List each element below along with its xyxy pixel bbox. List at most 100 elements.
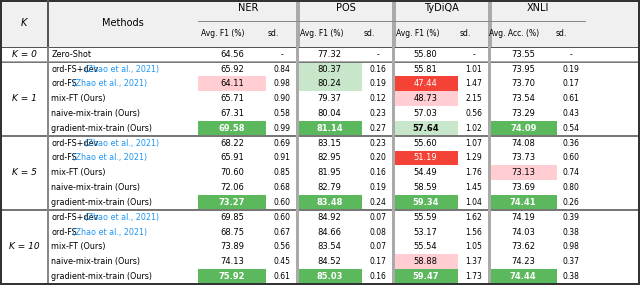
- Text: mix-FT (Ours): mix-FT (Ours): [51, 94, 106, 103]
- Text: 0.39: 0.39: [563, 213, 580, 222]
- Text: 0.17: 0.17: [563, 80, 580, 88]
- Text: 0.84: 0.84: [273, 65, 290, 74]
- Bar: [198, 195, 266, 210]
- Bar: [394, 76, 458, 91]
- Bar: [0, 135, 640, 137]
- Text: sd.: sd.: [267, 29, 278, 38]
- Text: naive-mix-train (Ours): naive-mix-train (Ours): [51, 183, 140, 192]
- Bar: [392, 47, 395, 284]
- Text: 73.13: 73.13: [511, 168, 535, 177]
- Text: 80.24: 80.24: [317, 80, 342, 88]
- Text: K = 10: K = 10: [9, 242, 39, 251]
- Text: 1.29: 1.29: [465, 153, 482, 162]
- Bar: [0, 121, 640, 136]
- Text: K = 1: K = 1: [12, 94, 36, 103]
- Bar: [0, 47, 640, 62]
- Bar: [0, 61, 640, 62]
- Text: 74.19: 74.19: [511, 213, 535, 222]
- Text: 53.17: 53.17: [413, 227, 438, 237]
- Bar: [394, 150, 458, 165]
- Text: 81.14: 81.14: [316, 124, 343, 133]
- Text: 0.99: 0.99: [273, 124, 290, 133]
- Text: 0.16: 0.16: [369, 65, 386, 74]
- Bar: [298, 269, 362, 284]
- Text: 0.07: 0.07: [369, 213, 386, 222]
- Bar: [0, 76, 640, 91]
- Text: 57.03: 57.03: [413, 109, 438, 118]
- Text: 0.74: 0.74: [563, 168, 580, 177]
- Text: ord-FS+dev: ord-FS+dev: [51, 65, 99, 74]
- Bar: [0, 209, 640, 211]
- Text: ord-FS+dev: ord-FS+dev: [51, 139, 99, 148]
- Text: 74.44: 74.44: [510, 272, 536, 281]
- Bar: [298, 121, 362, 136]
- Bar: [0, 61, 640, 62]
- Text: -: -: [280, 50, 283, 59]
- Text: Avg. F1 (%): Avg. F1 (%): [202, 29, 245, 38]
- Text: 0.24: 0.24: [369, 198, 386, 207]
- Text: 1.62: 1.62: [465, 213, 482, 222]
- Text: 73.27: 73.27: [219, 198, 245, 207]
- Text: 0.56: 0.56: [465, 109, 482, 118]
- Text: 0.07: 0.07: [369, 242, 386, 251]
- Bar: [0, 0, 640, 47]
- Text: 81.95: 81.95: [317, 168, 342, 177]
- Text: mix-FT (Ours): mix-FT (Ours): [51, 168, 106, 177]
- Text: 84.66: 84.66: [317, 227, 342, 237]
- Text: 0.54: 0.54: [563, 124, 580, 133]
- Bar: [0, 254, 640, 269]
- Bar: [0, 165, 640, 180]
- Text: 54.49: 54.49: [414, 168, 437, 177]
- Bar: [490, 165, 557, 180]
- Bar: [394, 254, 458, 269]
- Bar: [0, 0, 2, 284]
- Text: 72.06: 72.06: [220, 183, 244, 192]
- Text: 0.08: 0.08: [369, 227, 386, 237]
- Text: 85.03: 85.03: [316, 272, 343, 281]
- Text: naive-mix-train (Ours): naive-mix-train (Ours): [51, 109, 140, 118]
- Text: 59.34: 59.34: [412, 198, 439, 207]
- Text: 0.60: 0.60: [273, 213, 290, 222]
- Bar: [488, 47, 491, 284]
- Text: 73.73: 73.73: [511, 153, 535, 162]
- Text: 75.92: 75.92: [219, 272, 245, 281]
- Text: 1.37: 1.37: [465, 257, 482, 266]
- Text: (Zhao et al., 2021): (Zhao et al., 2021): [70, 80, 147, 88]
- Text: K = 0: K = 0: [12, 50, 36, 59]
- Text: 55.59: 55.59: [414, 213, 437, 222]
- Text: (Zhao et al., 2021): (Zhao et al., 2021): [82, 139, 159, 148]
- Text: -: -: [570, 50, 573, 59]
- Bar: [296, 0, 300, 47]
- Text: 0.85: 0.85: [273, 168, 290, 177]
- Text: 55.80: 55.80: [413, 50, 438, 59]
- Text: 73.29: 73.29: [511, 109, 535, 118]
- Text: 0.45: 0.45: [273, 257, 290, 266]
- Bar: [0, 283, 640, 285]
- Text: K: K: [21, 19, 27, 29]
- Text: 58.59: 58.59: [413, 183, 438, 192]
- Text: 0.60: 0.60: [273, 198, 290, 207]
- Text: 84.52: 84.52: [317, 257, 342, 266]
- Text: 65.92: 65.92: [220, 65, 244, 74]
- Text: 55.81: 55.81: [413, 65, 438, 74]
- Text: 1.02: 1.02: [465, 124, 482, 133]
- Bar: [394, 195, 458, 210]
- Text: 74.13: 74.13: [220, 257, 244, 266]
- Bar: [198, 121, 266, 136]
- Bar: [392, 0, 396, 47]
- Bar: [0, 47, 640, 48]
- Text: sd.: sd.: [460, 29, 471, 38]
- Text: 0.16: 0.16: [369, 168, 386, 177]
- Bar: [394, 269, 458, 284]
- Text: 80.04: 80.04: [317, 109, 342, 118]
- Text: 59.47: 59.47: [412, 272, 439, 281]
- Text: XNLI: XNLI: [527, 3, 548, 13]
- Text: 0.43: 0.43: [563, 109, 580, 118]
- Text: 0.90: 0.90: [273, 94, 290, 103]
- Text: naive-mix-train (Ours): naive-mix-train (Ours): [51, 257, 140, 266]
- Text: 0.98: 0.98: [273, 80, 290, 88]
- Text: 0.37: 0.37: [563, 257, 580, 266]
- Text: 0.67: 0.67: [273, 227, 290, 237]
- Text: Avg. F1 (%): Avg. F1 (%): [300, 29, 343, 38]
- Bar: [0, 150, 640, 165]
